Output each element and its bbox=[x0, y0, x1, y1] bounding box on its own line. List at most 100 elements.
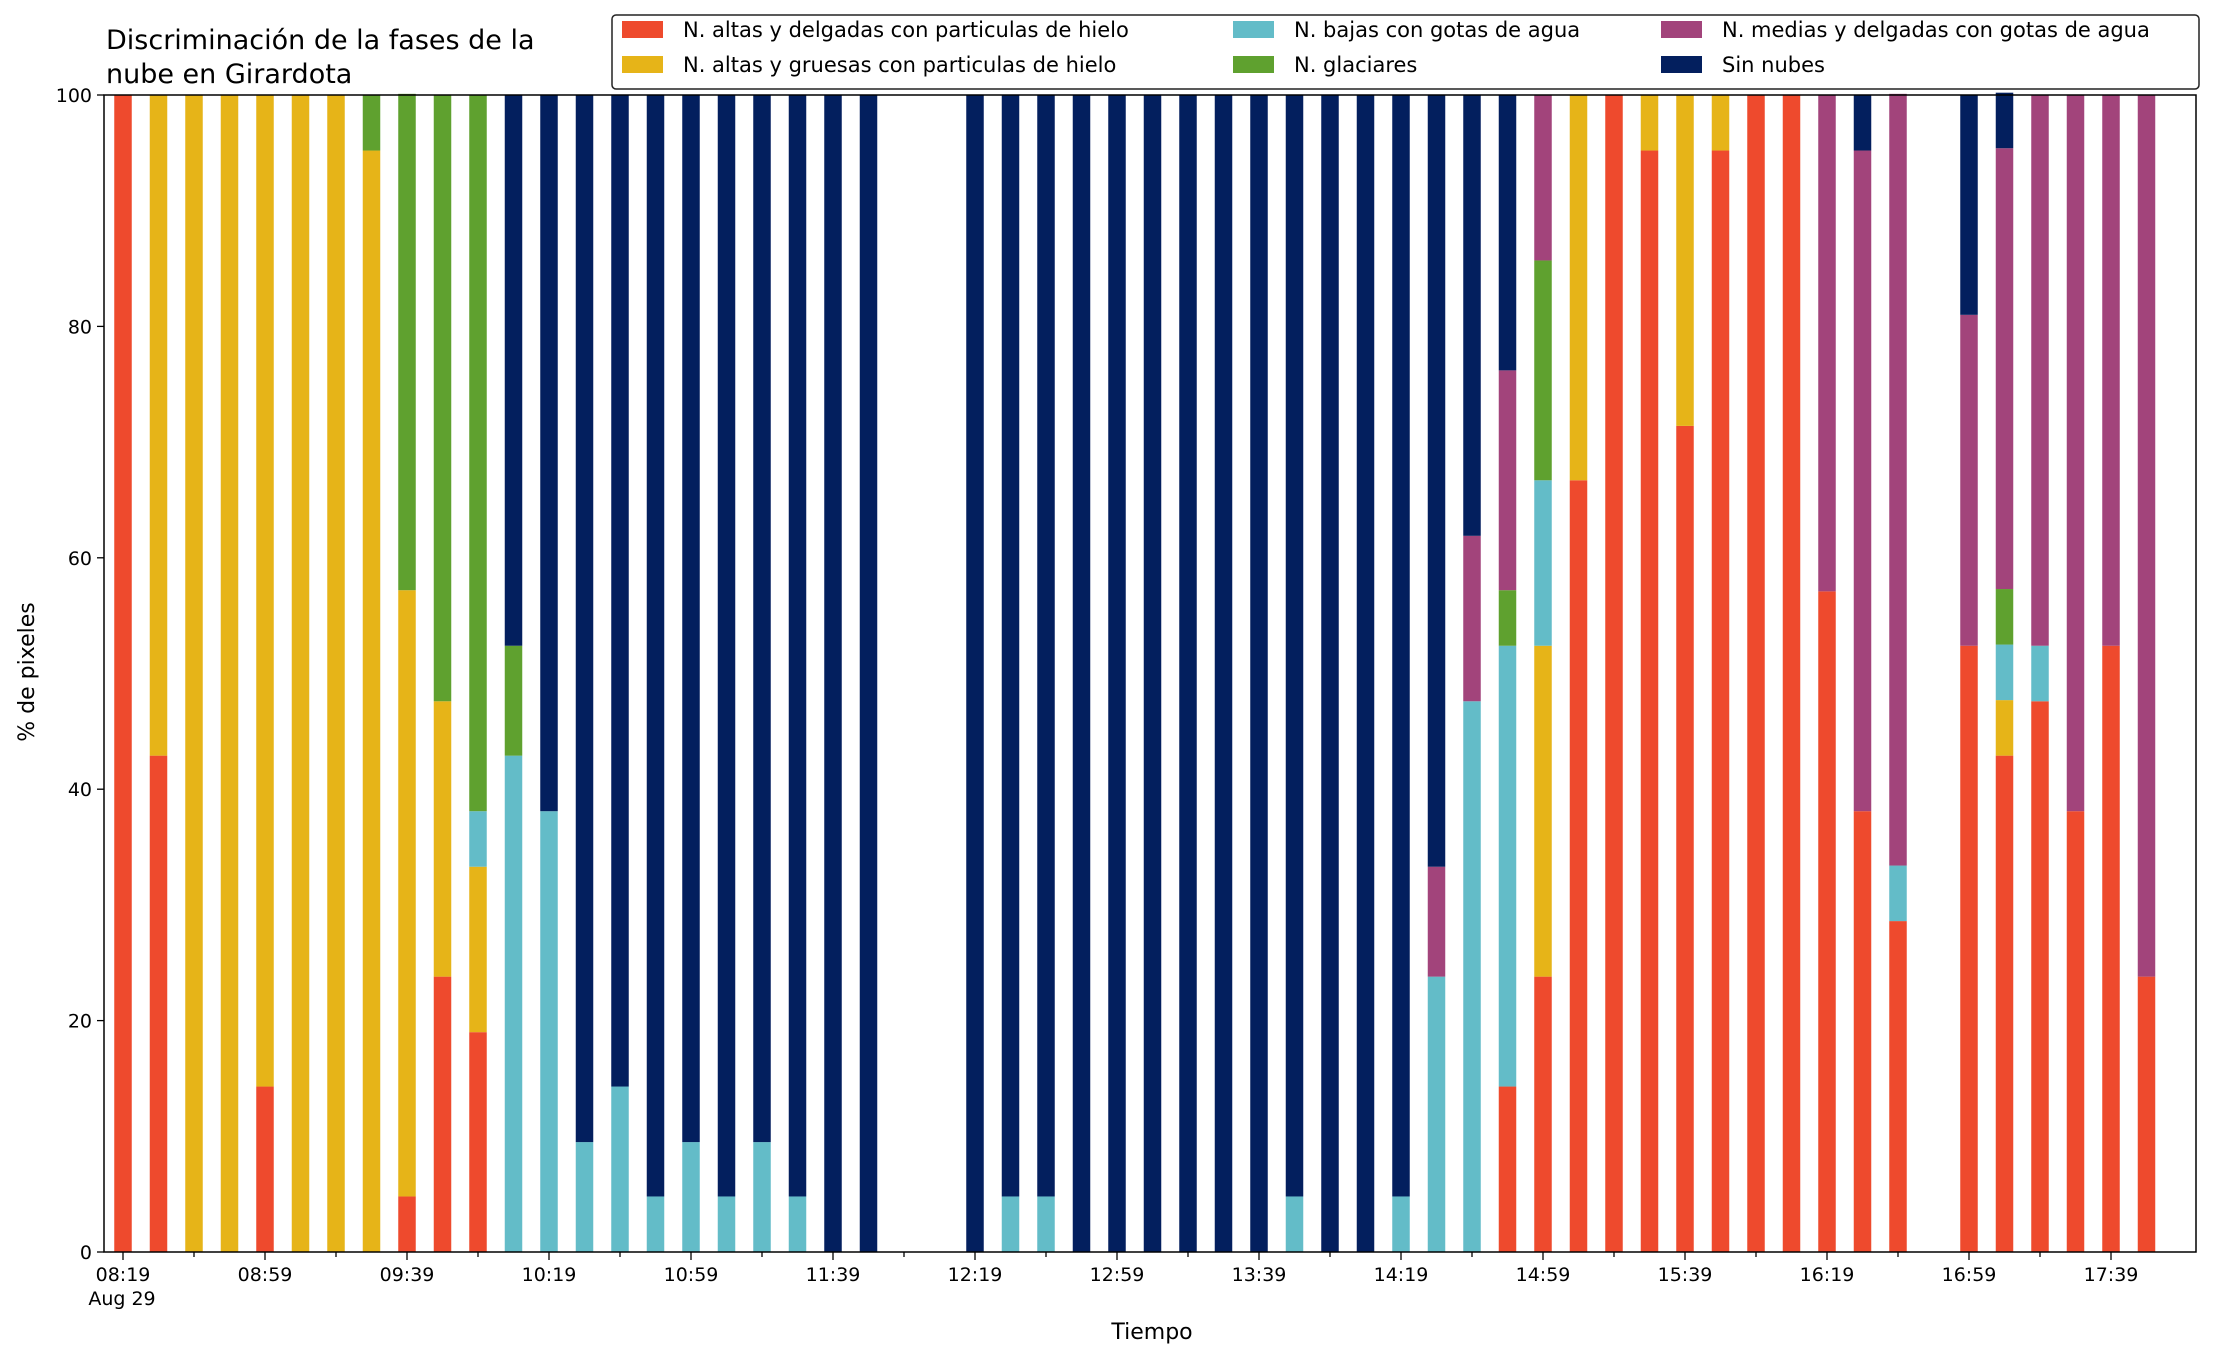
x-tick-label: 10:59 bbox=[664, 1264, 719, 1286]
bar-segment bbox=[717, 95, 736, 1197]
bar-segment bbox=[1818, 591, 1836, 1252]
x-tick-label: 13:39 bbox=[1232, 1264, 1287, 1286]
y-tick-label: 0 bbox=[80, 1242, 92, 1264]
bar-segment bbox=[1676, 425, 1694, 1253]
bar-segment bbox=[1356, 95, 1375, 1252]
bar-segment bbox=[2102, 95, 2120, 646]
bar-segment bbox=[1463, 701, 1481, 1252]
axes-frame bbox=[103, 94, 2197, 1253]
bar-segment bbox=[1498, 370, 1517, 591]
bar-segment bbox=[1534, 480, 1552, 646]
bar-segment bbox=[2066, 95, 2085, 812]
bar-segment bbox=[1995, 148, 2014, 590]
bar-segment bbox=[1995, 644, 2014, 701]
legend-frame bbox=[611, 14, 2200, 90]
bar-segment bbox=[1995, 755, 2014, 1252]
bar-segment bbox=[1285, 95, 1304, 1197]
chart-title: Discriminación de la fases de la nube en … bbox=[106, 25, 535, 90]
bar-segment bbox=[1711, 150, 1730, 1252]
bar-segment bbox=[1427, 866, 1446, 977]
x-tick-label: 16:59 bbox=[1942, 1264, 1997, 1286]
bar-segment bbox=[1392, 95, 1410, 1197]
legend-swatch bbox=[1233, 21, 1274, 38]
x-tick-label: 12:19 bbox=[948, 1264, 1003, 1286]
bar-segment bbox=[1072, 95, 1091, 1252]
bar-segment bbox=[1001, 1196, 1020, 1252]
bar-segment bbox=[753, 95, 771, 1143]
bar-segment bbox=[1640, 95, 1659, 151]
bar-segment bbox=[433, 95, 452, 702]
bar-segment bbox=[788, 1196, 807, 1252]
bar-segment bbox=[2031, 645, 2049, 702]
bar-segment bbox=[753, 1142, 771, 1252]
bar-segment bbox=[611, 1086, 629, 1252]
x-axis-label: Tiempo bbox=[1110, 1320, 1192, 1345]
bar-segment bbox=[611, 95, 629, 1087]
bar-segment bbox=[256, 1086, 274, 1252]
bar-segment bbox=[1463, 535, 1481, 702]
bar-segment bbox=[717, 1196, 736, 1252]
x-tick-label: 12:59 bbox=[1090, 1264, 1145, 1286]
bar-segment bbox=[398, 93, 416, 591]
bar-segment bbox=[1498, 590, 1517, 646]
bar-segment bbox=[788, 95, 807, 1197]
bar-segment bbox=[256, 95, 274, 1087]
bar-segment bbox=[1001, 95, 1020, 1197]
legend-label: N. medias y delgadas con gotas de agua bbox=[1722, 18, 2150, 42]
bar-segment bbox=[966, 95, 984, 1252]
y-axis: 0 20 40 60 80 100 bbox=[56, 85, 104, 1264]
legend-label: N. altas y delgadas con particulas de hi… bbox=[683, 18, 1129, 42]
x-tick-label: 11:39 bbox=[806, 1264, 861, 1286]
bar-segment bbox=[1534, 95, 1552, 261]
bar-segment bbox=[398, 1196, 416, 1252]
legend: N. altas y delgadas con particulas de hi… bbox=[611, 14, 2200, 90]
bar-segment bbox=[1995, 589, 2014, 645]
bar-segment bbox=[504, 755, 523, 1252]
bar-segment bbox=[1711, 95, 1730, 151]
bar-segment bbox=[149, 755, 168, 1252]
bar-segment bbox=[433, 701, 452, 977]
chart-title-line: Discriminación de la fases de la bbox=[106, 25, 535, 56]
legend-label: N. bajas con gotas de agua bbox=[1294, 18, 1580, 42]
bar-segment bbox=[540, 95, 558, 812]
bar-segment bbox=[1179, 95, 1197, 1252]
bar-segment bbox=[824, 95, 842, 1252]
bar-segment bbox=[1250, 95, 1268, 1252]
y-tick-label: 60 bbox=[68, 548, 92, 570]
bar-segment bbox=[185, 95, 203, 1252]
bar-segment bbox=[327, 95, 345, 1252]
bar-segment bbox=[1037, 1196, 1055, 1252]
bar-segment bbox=[1818, 95, 1836, 592]
legend-label: N. altas y gruesas con particulas de hie… bbox=[683, 53, 1116, 77]
legend-swatch bbox=[1233, 56, 1274, 73]
bar-segment bbox=[1534, 260, 1552, 481]
x-tick-label: 16:19 bbox=[1800, 1264, 1855, 1286]
x-tick-label: 10:19 bbox=[522, 1264, 577, 1286]
legend-swatch bbox=[1661, 21, 1702, 38]
bar-segment bbox=[1889, 93, 1907, 866]
x-tick-label: 14:59 bbox=[1516, 1264, 1571, 1286]
bar-segment bbox=[291, 95, 310, 1252]
bar-segment bbox=[859, 95, 878, 1252]
bar-segment bbox=[1037, 95, 1055, 1197]
bar-segment bbox=[2031, 701, 2049, 1252]
bar-segment bbox=[469, 866, 487, 1033]
bar-segment bbox=[1108, 95, 1126, 1252]
legend-label: Sin nubes bbox=[1722, 53, 1825, 77]
bar-segment bbox=[1427, 95, 1446, 867]
x-tick-sublabel: Aug 29 bbox=[88, 1288, 155, 1310]
bar-segment bbox=[1392, 1196, 1410, 1252]
y-tick-label: 40 bbox=[68, 779, 92, 801]
bar-segment bbox=[1427, 976, 1446, 1252]
bar-segment bbox=[1889, 921, 1907, 1252]
bar-segment bbox=[1321, 95, 1339, 1252]
bar-segment bbox=[1214, 95, 1233, 1252]
bar-segment bbox=[504, 95, 523, 646]
bar-segment bbox=[1676, 95, 1694, 426]
bar-segment bbox=[540, 811, 558, 1252]
bar-segment bbox=[1960, 95, 1978, 315]
bar-segment bbox=[149, 95, 168, 756]
legend-swatch bbox=[622, 56, 663, 73]
x-tick-label: 17:39 bbox=[2084, 1264, 2139, 1286]
